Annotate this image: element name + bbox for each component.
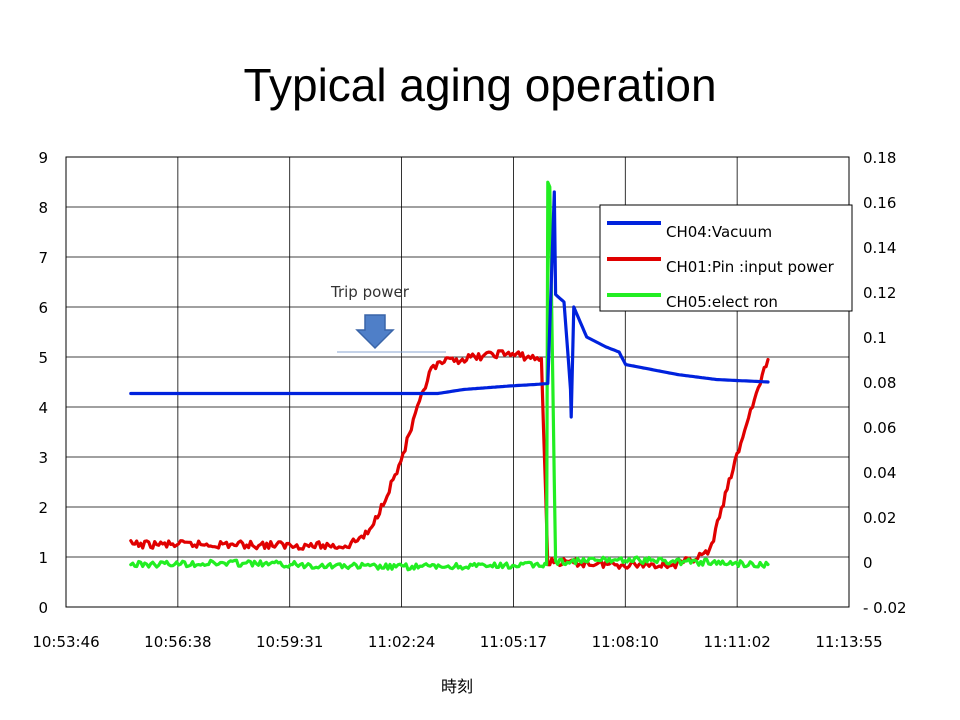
- y-left-tick-label: 4: [38, 399, 48, 417]
- x-tick-label: 11:05:17: [480, 633, 547, 651]
- y-left-tick-label: 2: [38, 499, 48, 517]
- series-lines: [129, 180, 770, 572]
- down-arrow-icon: [355, 314, 395, 350]
- x-tick-label: 10:59:31: [256, 633, 323, 651]
- x-tick-label: 11:11:02: [703, 633, 770, 651]
- legend: CH04:Vacuum CH01:Pin :input power CH05:e…: [599, 204, 853, 312]
- legend-label-electron: CH05:elect ron: [666, 293, 778, 311]
- y-right-tick-label: 0.1: [863, 329, 887, 347]
- y-left-tick-label: 6: [38, 299, 48, 317]
- y-left-tick-label: 1: [38, 549, 48, 567]
- y-right-tick-label: 0.08: [863, 374, 896, 392]
- x-tick-label: 11:08:10: [592, 633, 659, 651]
- series-line-ch05: [129, 180, 770, 572]
- y-right-tick-label: 0.12: [863, 284, 896, 302]
- y-right-tick-label: 0.04: [863, 464, 896, 482]
- y-left-tick-label: 3: [38, 449, 48, 467]
- x-axis-label: 時刻: [441, 677, 473, 696]
- grid-lines: [66, 157, 849, 607]
- x-tick-label: 11:13:55: [815, 633, 882, 651]
- legend-label-vacuum: CH04:Vacuum: [666, 223, 772, 241]
- trip-power-annotation: Trip power: [330, 283, 446, 353]
- slide-title: Typical aging operation: [243, 59, 717, 111]
- y-right-tick-label: 0.02: [863, 509, 896, 527]
- x-tick-label: 10:53:46: [32, 633, 99, 651]
- y-left-tick-label: 7: [38, 249, 48, 267]
- y-right-tick-label: - 0.02: [863, 599, 907, 617]
- y-left-tick-label: 0: [38, 599, 48, 617]
- y-right-tick-label: 0.18: [863, 149, 896, 167]
- legend-label-input-power: CH01:Pin :input power: [666, 258, 835, 276]
- y-left-tick-label: 9: [38, 149, 48, 167]
- y-axis-right-ticks: - 0.02 0 0.02 0.04 0.06 0.08 0.1 0.12 0.14 0.16 0.…: [863, 149, 907, 617]
- y-right-tick-label: 0.06: [863, 419, 896, 437]
- x-tick-label: 10:56:38: [144, 633, 211, 651]
- y-right-tick-label: 0: [863, 554, 873, 572]
- x-axis-ticks: 10:53:46 10:56:38 10:59:31 11:02:24 11:05:17…: [32, 633, 882, 651]
- trip-power-label: Trip power: [330, 283, 410, 301]
- y-right-tick-label: 0.14: [863, 239, 896, 257]
- y-left-tick-label: 5: [38, 349, 48, 367]
- y-axis-left-ticks: 0 1 2 3 4 5 6 7 8 9: [38, 149, 48, 617]
- y-left-tick-label: 8: [38, 199, 48, 217]
- x-tick-label: 11:02:24: [368, 633, 435, 651]
- y-right-tick-label: 0.16: [863, 194, 896, 212]
- series-line-ch04: [129, 190, 770, 419]
